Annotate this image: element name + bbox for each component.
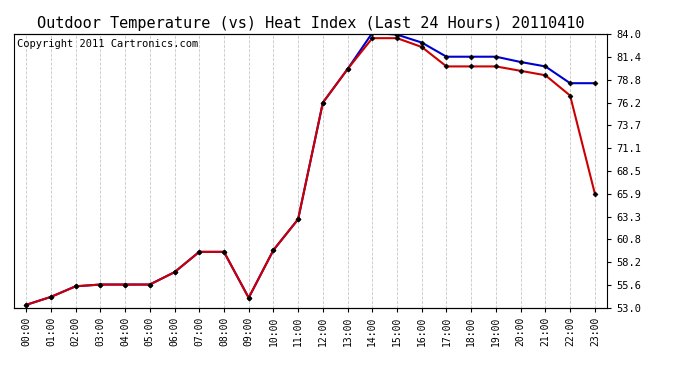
Title: Outdoor Temperature (vs) Heat Index (Last 24 Hours) 20110410: Outdoor Temperature (vs) Heat Index (Las…: [37, 16, 584, 31]
Text: Copyright 2011 Cartronics.com: Copyright 2011 Cartronics.com: [17, 39, 198, 49]
